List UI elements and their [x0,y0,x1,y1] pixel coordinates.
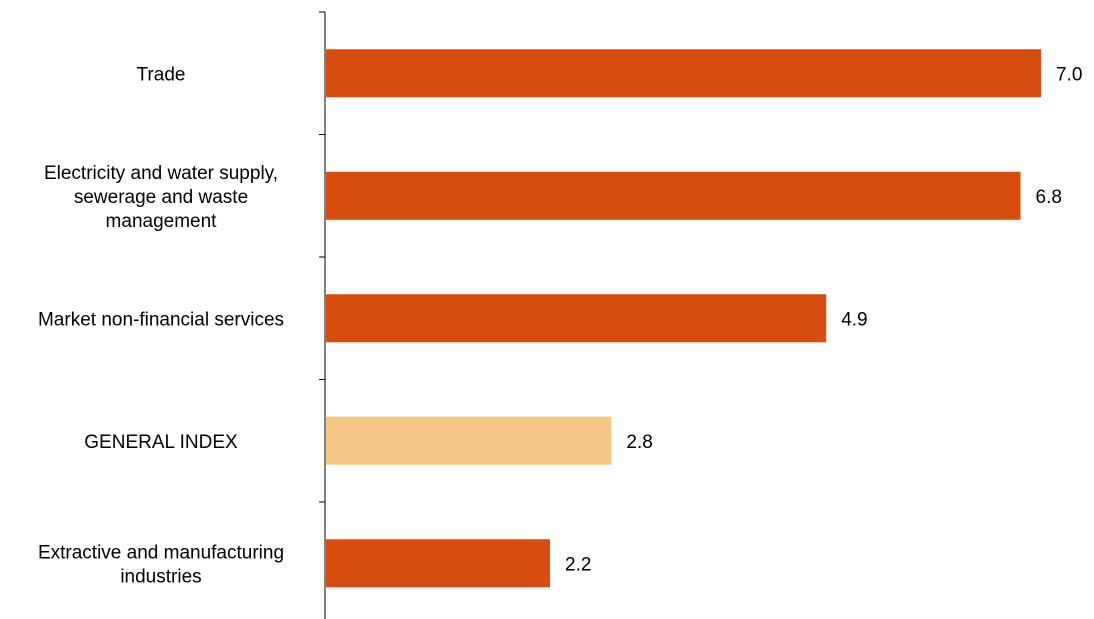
category-label-line: Extractive and manufacturing [38,542,284,563]
category-axis-ticks [319,11,325,503]
bar-2 [326,171,1021,220]
value-label-3: 4.9 [841,309,867,330]
category-label-line: Trade [137,64,186,85]
value-labels: 7.0 6.8 4.9 2.8 2.2 [565,64,1082,575]
value-label-4: 2.8 [626,432,652,453]
category-label-line: sewerage and waste [74,187,248,208]
bars [326,49,1041,588]
category-label-2: Electricity and water supply, sewerage an… [44,163,278,232]
category-label-line: GENERAL INDEX [84,432,238,453]
bar-3 [326,294,827,343]
bar-1 [326,49,1041,98]
category-labels: Trade Electricity and water supply, sewera… [38,64,284,587]
bar-4 [326,416,612,465]
value-label-2: 6.8 [1036,187,1062,208]
value-label-5: 2.2 [565,554,591,575]
bar-5 [326,539,551,588]
value-label-1: 7.0 [1056,64,1082,85]
category-label-3: Market non-financial services [38,309,284,330]
category-label-line: Electricity and water supply, [44,163,278,184]
category-label-line: industries [120,566,201,587]
category-label-line: Market non-financial services [38,309,284,330]
category-label-4: GENERAL INDEX [84,432,238,453]
category-label-1: Trade [137,64,186,85]
category-label-line: management [106,211,218,232]
category-label-5: Extractive and manufacturing industries [38,542,284,587]
